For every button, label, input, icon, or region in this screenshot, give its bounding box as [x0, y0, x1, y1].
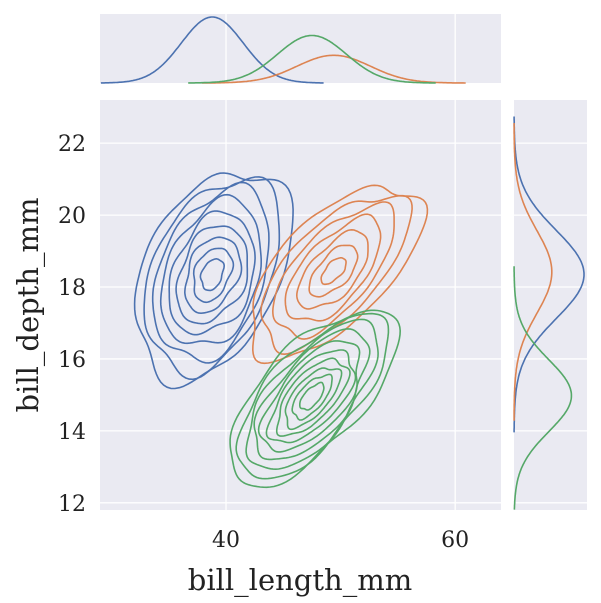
y-tick-label: 20 — [58, 204, 86, 229]
y-tick-label: 16 — [58, 348, 86, 373]
x-tick-label: 40 — [212, 528, 240, 553]
marginal-y-density — [513, 123, 553, 421]
kde-contour-line — [320, 257, 347, 286]
marginal-y-density — [513, 266, 573, 510]
kde-contour-line — [159, 193, 262, 345]
kde-contour-line — [272, 201, 395, 340]
kde-contour-line — [296, 229, 369, 310]
kde-contour-line — [253, 328, 371, 461]
marginal-x-density — [201, 54, 466, 84]
y-tick-label: 22 — [58, 132, 86, 157]
x-axis-label: bill_length_mm — [188, 563, 412, 598]
marginal-y-curves — [513, 116, 585, 510]
kde-contour-line — [252, 184, 429, 365]
kde-contour-line — [133, 172, 294, 390]
marginal-x-density — [100, 16, 324, 84]
kde-contour-line — [175, 225, 249, 325]
marginal-x-curves — [100, 16, 466, 84]
kde-contour-line — [184, 236, 243, 314]
kde-contours — [133, 172, 429, 489]
kde-contour-line — [260, 194, 413, 355]
kde-contour-line — [257, 340, 361, 453]
kde-contour-line — [192, 247, 235, 304]
kde-contour-line — [143, 176, 281, 381]
kde-contour-line — [199, 258, 225, 292]
kde-contour-line — [265, 349, 357, 444]
grid-lines — [100, 14, 587, 510]
y-tick-label: 14 — [58, 420, 86, 445]
tick-labels: 40 60 12 14 16 18 20 22 — [58, 132, 469, 553]
marginal-y-density — [513, 116, 585, 433]
kde-contour-line — [284, 213, 382, 322]
marginal-x-density — [188, 34, 436, 84]
kde-contour-line — [151, 181, 270, 364]
kde-contour-line — [275, 357, 351, 437]
marginal-y-area — [514, 100, 587, 510]
y-tick-label: 18 — [58, 276, 86, 301]
kde-contour-line — [229, 309, 401, 489]
kde-contour-line — [284, 367, 343, 431]
y-axis-label: bill_depth_mm — [11, 197, 46, 412]
kde-contour-line — [299, 381, 325, 411]
x-tick-label: 60 — [441, 528, 469, 553]
kde-contour-line — [291, 373, 333, 421]
kde-contour-line — [308, 244, 359, 298]
y-tick-label: 12 — [58, 492, 86, 517]
kde-contour-line — [168, 210, 256, 336]
marginal-x-area — [100, 14, 501, 83]
